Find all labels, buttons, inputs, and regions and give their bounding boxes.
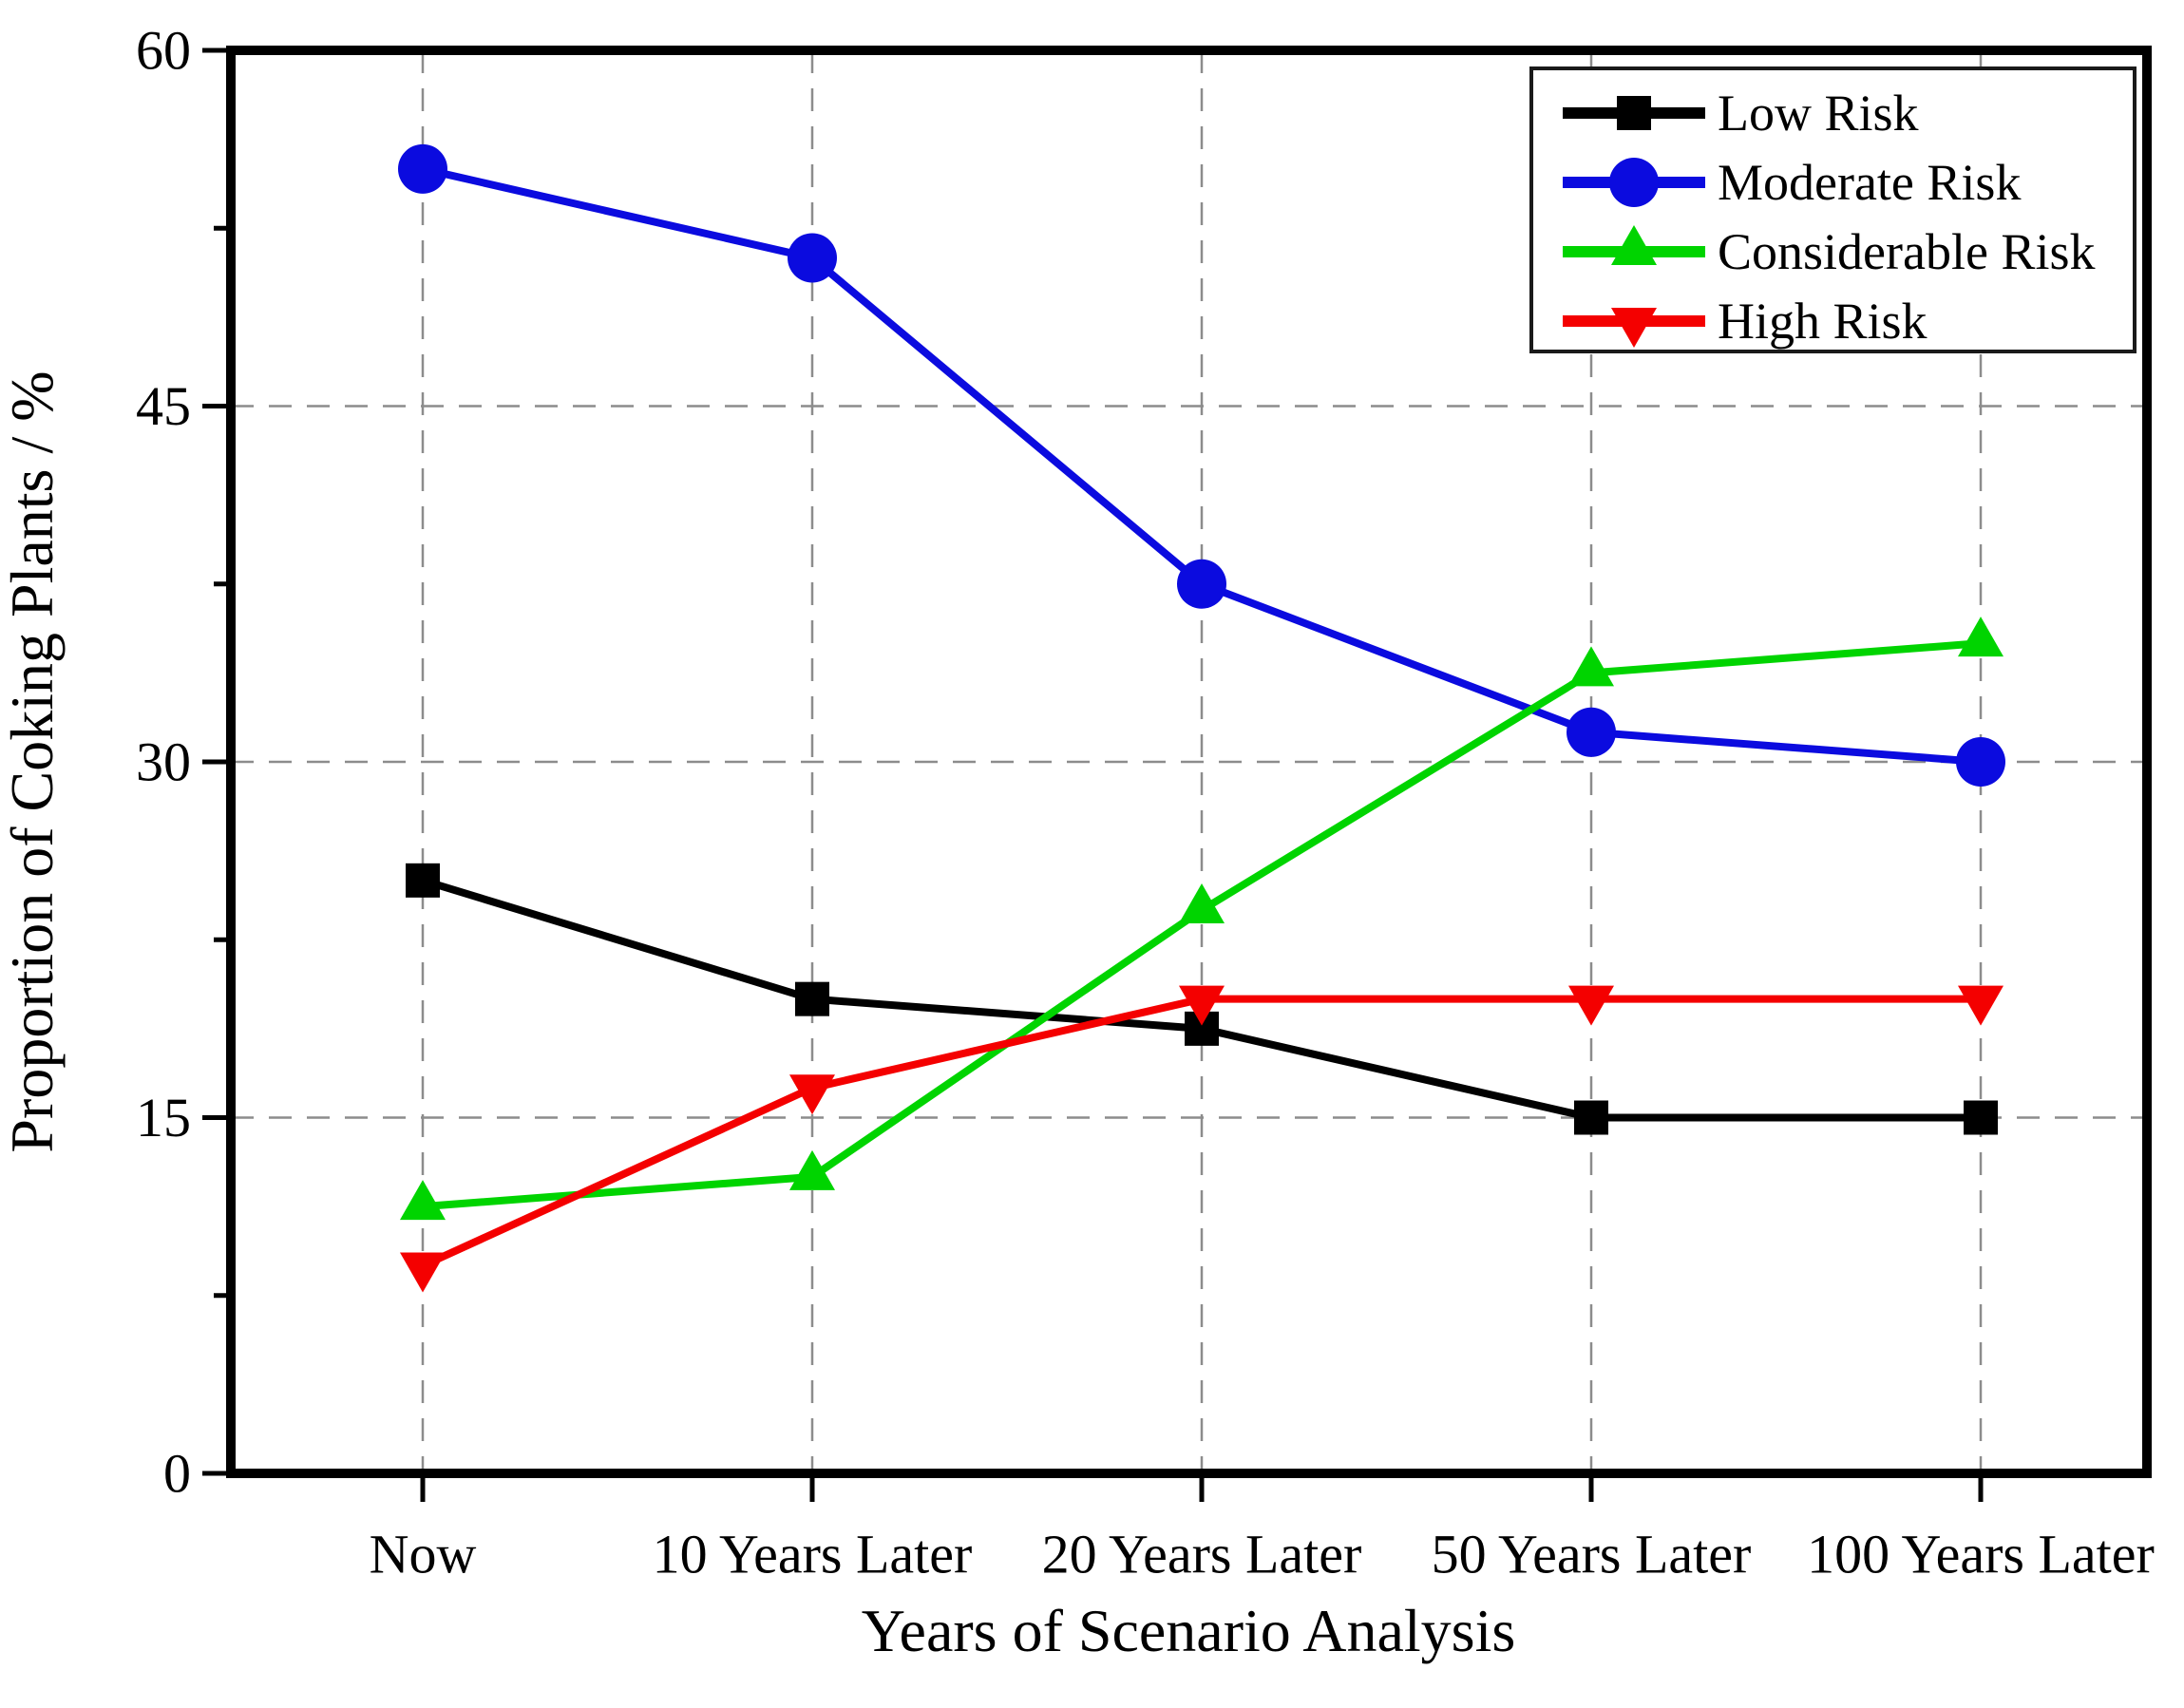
legend-marker-low-risk: [1617, 96, 1651, 130]
marker-high-risk: [400, 1252, 446, 1293]
marker-low-risk: [406, 863, 440, 898]
x-tick-label-100-years-later: 100 Years Later: [1807, 1524, 2155, 1585]
series-moderate-risk: [398, 143, 2005, 787]
y-tick-label-30: 30: [136, 731, 191, 793]
marker-high-risk: [1568, 985, 1614, 1026]
marker-moderate-risk: [1177, 559, 1226, 609]
y-axis-title: Proportion of Coking Plants / %: [0, 370, 66, 1152]
legend-marker-moderate-risk: [1609, 158, 1659, 207]
legend-label-low-risk: Low Risk: [1718, 85, 1919, 142]
y-tick-label-45: 45: [136, 375, 191, 437]
y-tick-label-60: 60: [136, 20, 191, 82]
series-high-risk: [400, 985, 2004, 1293]
y-tick-label-0: 0: [163, 1443, 191, 1505]
legend-entry-moderate-risk: Moderate Risk: [1563, 154, 2021, 211]
legend: Low Risk Moderate Risk Considerable Risk Hi…: [1529, 66, 2137, 353]
x-tick-label-20-years-later: 20 Years Later: [1042, 1524, 1362, 1585]
marker-high-risk: [1179, 985, 1225, 1026]
x-tick-label-50-years-later: 50 Years Later: [1432, 1524, 1752, 1585]
x-tick-label-now: Now: [370, 1524, 477, 1585]
marker-considerable-risk: [1958, 617, 2004, 657]
marker-considerable-risk: [789, 1149, 835, 1190]
marker-moderate-risk: [398, 143, 447, 194]
marker-moderate-risk: [1956, 737, 2005, 787]
y-tick-label-15: 15: [136, 1087, 191, 1148]
marker-low-risk: [1964, 1100, 1998, 1135]
series-considerable-risk: [400, 617, 2004, 1221]
marker-low-risk: [795, 981, 829, 1016]
marker-considerable-risk: [1568, 646, 1614, 687]
legend-label-moderate-risk: Moderate Risk: [1718, 154, 2021, 211]
axis-tick-labels: 0 15 30 45 60 Now 10 Years Later 20 Years Later…: [136, 20, 2155, 1585]
legend-entry-considerable-risk: Considerable Risk: [1563, 223, 2095, 280]
x-tick-label-10-years-later: 10 Years Later: [653, 1524, 973, 1585]
x-axis-title: Years of Scenario Analysis: [862, 1597, 1516, 1664]
data-series: [398, 143, 2005, 1293]
legend-label-considerable-risk: Considerable Risk: [1718, 223, 2095, 280]
legend-entry-high-risk: High Risk: [1563, 293, 1928, 350]
series-low-risk: [406, 863, 1998, 1135]
marker-considerable-risk: [400, 1180, 446, 1221]
marker-moderate-risk: [1567, 707, 1616, 757]
marker-high-risk: [789, 1074, 835, 1115]
axis-ticks: [202, 47, 1984, 1502]
marker-moderate-risk: [788, 233, 837, 283]
marker-high-risk: [1958, 985, 2004, 1026]
legend-marker-considerable-risk: [1611, 225, 1657, 265]
legend-entry-low-risk: Low Risk: [1563, 85, 1919, 142]
marker-low-risk: [1574, 1100, 1608, 1135]
legend-marker-high-risk: [1611, 308, 1657, 348]
marker-considerable-risk: [1179, 883, 1225, 924]
legend-label-high-risk: High Risk: [1718, 293, 1928, 350]
